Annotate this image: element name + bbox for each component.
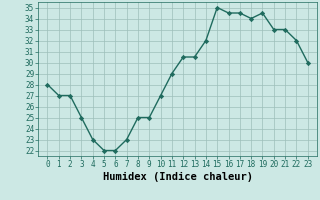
X-axis label: Humidex (Indice chaleur): Humidex (Indice chaleur) (103, 172, 252, 182)
